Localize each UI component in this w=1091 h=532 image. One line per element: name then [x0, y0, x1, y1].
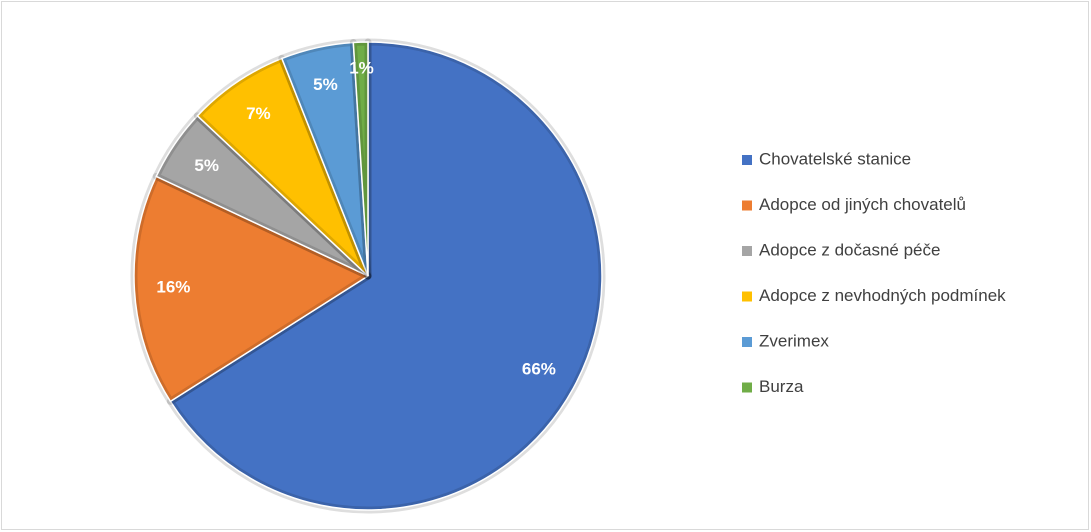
data-label: 5% — [194, 156, 219, 175]
slice-separator — [352, 41, 369, 277]
legend-swatch — [742, 155, 752, 165]
legend-label: Chovatelské stanice — [759, 149, 911, 168]
legend-swatch — [742, 337, 752, 347]
legend-label: Zverimex — [759, 331, 829, 350]
legend-label: Adopce od jiných chovatelů — [759, 195, 966, 214]
legend-swatch — [742, 246, 752, 256]
legend-swatch — [742, 382, 752, 393]
data-label: 7% — [246, 104, 271, 123]
legend-swatch — [742, 291, 752, 302]
slice-separator — [133, 175, 370, 403]
slice-separator — [196, 57, 369, 277]
legend-label: Burza — [759, 377, 804, 396]
legend-swatch — [742, 200, 752, 211]
data-label: 66% — [522, 359, 556, 378]
data-label: 1% — [349, 59, 374, 78]
slice-separator — [169, 41, 603, 511]
data-label: 5% — [313, 75, 338, 94]
legend-label: Adopce z dočasné péče — [759, 240, 940, 259]
legend-label: Adopce z nevhodných podmínek — [759, 286, 1006, 305]
data-label: 16% — [156, 278, 190, 297]
